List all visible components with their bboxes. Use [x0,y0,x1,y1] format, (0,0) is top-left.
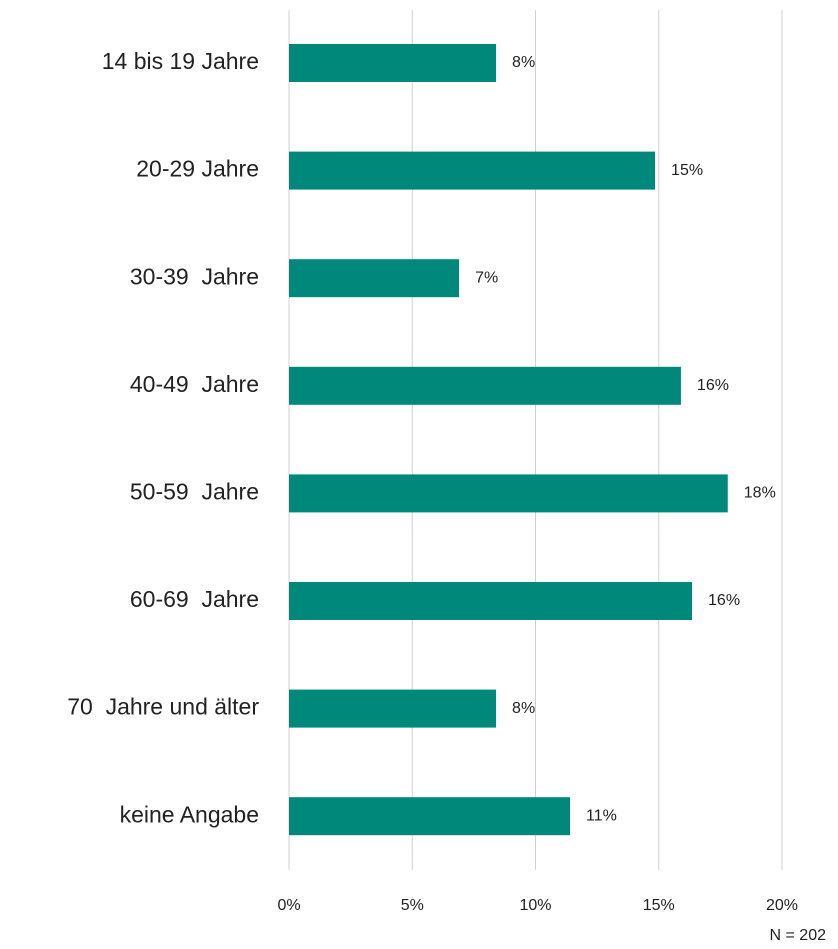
y-tick-label: 70 Jahre und älter [67,694,259,720]
y-tick-label: 40-49 Jahre [130,371,259,397]
bar [289,689,497,728]
y-tick-label: 60-69 Jahre [130,586,259,612]
data-label: 8% [512,54,535,71]
y-tick-label: 30-39 Jahre [130,263,259,289]
annotation: N = 202 [770,927,827,944]
data-label: 11% [586,807,617,824]
data-label: 18% [744,485,776,502]
x-tick-label: 5% [401,897,424,914]
data-label: 15% [671,162,703,179]
data-label: 8% [512,700,535,717]
x-tick-label: 10% [519,897,551,914]
bar [289,151,656,190]
y-tick-label: 20-29 Jahre [136,156,259,182]
y-tick-label: 14 bis 19 Jahre [102,48,259,74]
x-tick-label: 0% [277,897,300,914]
bar [289,474,728,513]
y-tick-label: 50-59 Jahre [130,478,259,504]
bar [289,44,497,82]
y-tick-label: keine Angabe [120,801,259,827]
bar [289,797,571,836]
bar [289,582,693,620]
data-label: 16% [708,592,740,609]
x-tick-label: 15% [643,897,675,914]
x-tick-label: 20% [766,897,798,914]
data-label: 16% [697,377,729,394]
bar [289,259,460,298]
data-label: 7% [475,269,498,286]
bar [289,366,681,405]
